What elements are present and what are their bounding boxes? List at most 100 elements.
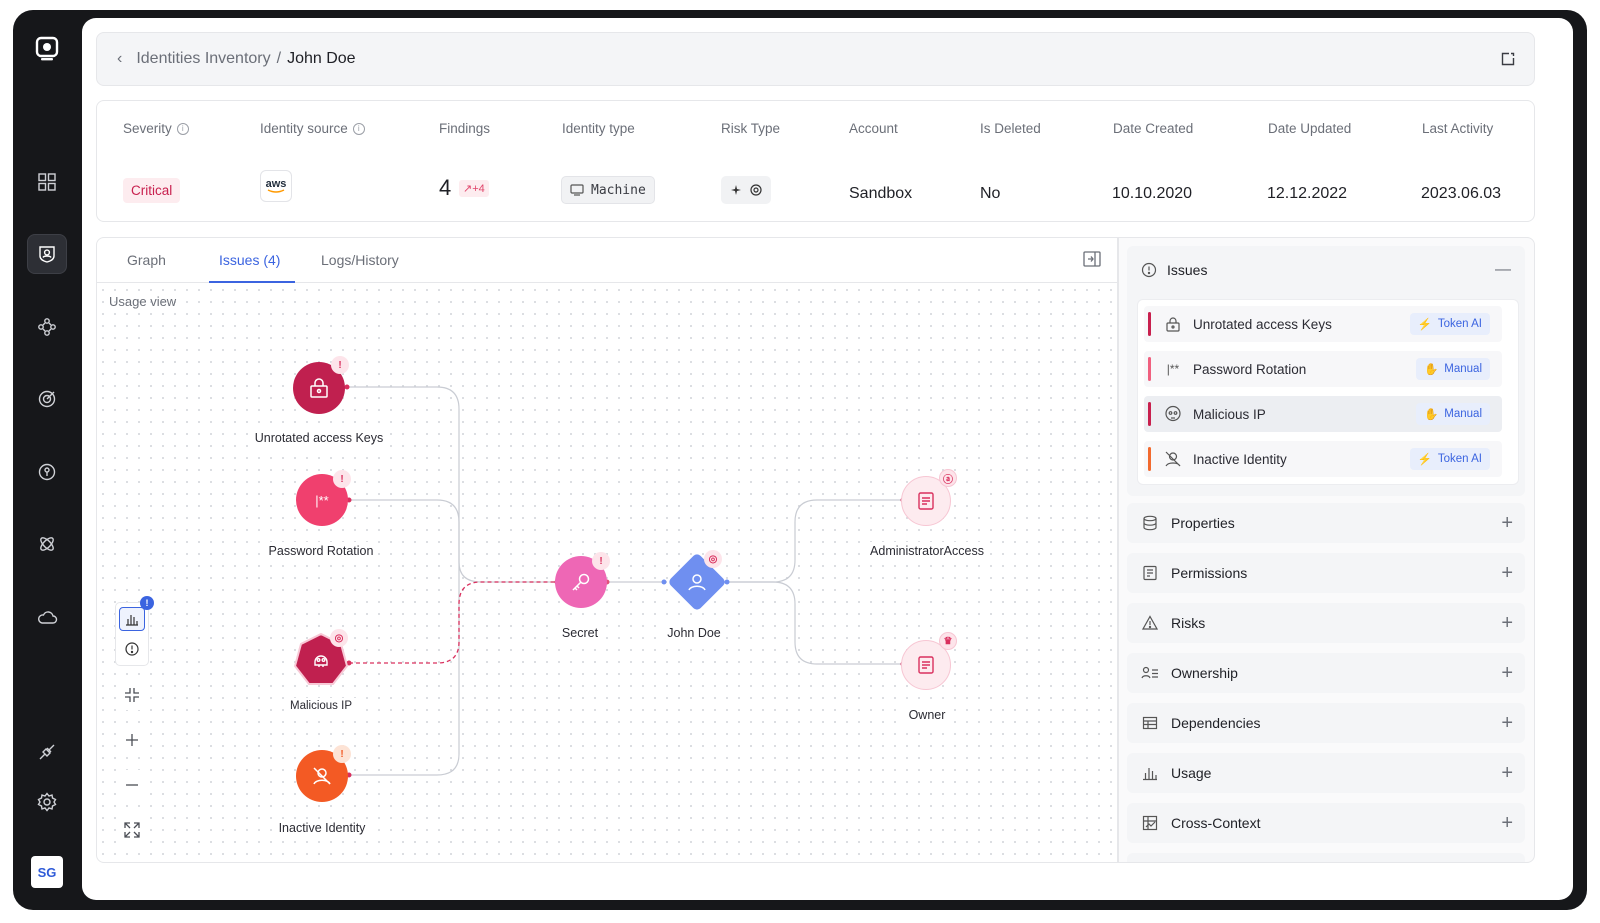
findings-delta-badge: ↗+4 bbox=[459, 180, 489, 197]
zoom-in-button[interactable] bbox=[117, 725, 147, 755]
breadcrumb-parent[interactable]: Identities Inventory bbox=[136, 50, 271, 67]
severity-badge: Critical bbox=[123, 178, 181, 203]
expand-plus-icon[interactable]: + bbox=[1501, 811, 1513, 834]
alert-badge-icon: ! bbox=[592, 552, 610, 570]
bar-chart-icon bbox=[1141, 765, 1159, 781]
breadcrumb-separator: / bbox=[276, 50, 282, 67]
sidebar-item-targets[interactable] bbox=[27, 379, 67, 419]
sidebar-item-cloud[interactable] bbox=[27, 597, 67, 637]
expand-plus-icon[interactable]: + bbox=[1501, 711, 1513, 734]
breadcrumb-current: John Doe bbox=[287, 50, 356, 67]
fit-view-button[interactable] bbox=[117, 680, 147, 710]
issue-row-password[interactable]: |** Password Rotation ✋ Manual bbox=[1144, 351, 1502, 387]
section-properties[interactable]: Properties + bbox=[1127, 503, 1525, 543]
edge-dot bbox=[724, 579, 730, 585]
sidebar-item-integrations[interactable] bbox=[27, 524, 67, 564]
lock-icon bbox=[310, 378, 328, 398]
bar-chart-icon bbox=[126, 615, 138, 626]
section-risks[interactable]: Risks + bbox=[1127, 603, 1525, 643]
collapse-section-icon[interactable]: — bbox=[1495, 261, 1511, 278]
issue-row-unrotated[interactable]: Unrotated access Keys ⚡ Token AI bbox=[1144, 306, 1502, 342]
policy-document-icon bbox=[918, 656, 934, 674]
cloud-icon bbox=[38, 611, 58, 624]
is-deleted-label: Is Deleted bbox=[980, 121, 1041, 136]
expand-plus-icon[interactable]: + bbox=[1501, 511, 1513, 534]
last-activity-value: 2023.06.03 bbox=[1421, 185, 1502, 202]
user-icon bbox=[688, 574, 706, 591]
user-avatar[interactable]: SG bbox=[31, 856, 63, 888]
node-label-inactive: Inactive Identity bbox=[274, 819, 370, 837]
issue-tag[interactable]: ✋ Manual bbox=[1415, 403, 1490, 425]
app-logo-icon[interactable] bbox=[35, 36, 59, 67]
expand-plus-icon[interactable]: + bbox=[1501, 611, 1513, 634]
identity-type-chip: Machine bbox=[561, 176, 655, 204]
last-activity-label: Last Activity bbox=[1422, 121, 1494, 136]
issue-row-inactive[interactable]: Inactive Identity ⚡ Token AI bbox=[1144, 441, 1502, 477]
issues-view-button[interactable] bbox=[119, 637, 145, 661]
graph-panel: Graph Issues (4) Logs/History Usage view bbox=[96, 237, 1118, 863]
password-icon: |** bbox=[1166, 362, 1180, 376]
expand-plus-icon[interactable]: + bbox=[1501, 761, 1513, 784]
issue-tag[interactable]: ⚡ Token AI bbox=[1409, 448, 1490, 470]
alert-circle-icon bbox=[1141, 262, 1157, 278]
graph-canvas[interactable]: Usage view ! Unrotated bbox=[97, 284, 1117, 862]
sidebar-item-graph[interactable] bbox=[27, 307, 67, 347]
plus-icon bbox=[126, 734, 138, 746]
severity-bar bbox=[1148, 447, 1151, 471]
issue-tag[interactable]: ✋ Manual bbox=[1415, 358, 1490, 380]
issues-section: Issues — Unrotated access Keys ⚡ Token AI… bbox=[1127, 246, 1525, 496]
expand-plus-icon[interactable]: + bbox=[1501, 661, 1513, 684]
alert-badge-icon: ! bbox=[331, 356, 349, 374]
node-malicious-ip[interactable] bbox=[293, 632, 349, 688]
skull-icon bbox=[1163, 405, 1183, 423]
monitor-icon bbox=[570, 184, 584, 196]
info-icon[interactable]: i bbox=[352, 122, 365, 135]
usage-view-button[interactable] bbox=[119, 607, 145, 631]
section-more[interactable] bbox=[1127, 853, 1525, 862]
findings-count: 4 bbox=[439, 175, 452, 200]
breadcrumb-bar: ‹ Identities Inventory / John Doe bbox=[96, 32, 1535, 86]
alert-badge-icon: ! bbox=[333, 745, 351, 763]
section-dependencies[interactable]: Dependencies + bbox=[1127, 703, 1525, 743]
issue-tag[interactable]: ⚡ Token AI bbox=[1409, 313, 1490, 335]
issues-list: Unrotated access Keys ⚡ Token AI |** Pass… bbox=[1137, 299, 1519, 485]
target-icon bbox=[750, 184, 762, 196]
tab-bar: Graph Issues (4) Logs/History bbox=[97, 238, 1117, 283]
fullscreen-button[interactable] bbox=[117, 815, 147, 845]
node-john-doe[interactable] bbox=[667, 552, 727, 612]
issues-header[interactable]: Issues bbox=[1141, 262, 1207, 278]
warning-icon bbox=[1141, 615, 1159, 631]
main-content: ‹ Identities Inventory / John Doe Severi… bbox=[82, 18, 1573, 900]
issue-row-malicious[interactable]: Malicious IP ✋ Manual bbox=[1144, 396, 1502, 432]
tab-graph[interactable]: Graph bbox=[127, 252, 166, 268]
is-deleted-value: No bbox=[980, 185, 1001, 202]
lock-icon bbox=[1163, 316, 1183, 332]
sidebar-item-settings[interactable] bbox=[27, 782, 67, 822]
date-updated-label: Date Updated bbox=[1268, 121, 1352, 136]
edge-inactive-secret bbox=[349, 582, 460, 776]
person-list-icon bbox=[1141, 665, 1159, 681]
chevron-left-icon[interactable]: ‹ bbox=[117, 50, 123, 67]
info-icon[interactable]: i bbox=[176, 122, 189, 135]
zoom-out-button[interactable] bbox=[117, 770, 147, 800]
section-ownership[interactable]: Ownership + bbox=[1127, 653, 1525, 693]
expand-plus-icon[interactable]: + bbox=[1501, 561, 1513, 584]
sidebar-item-identities[interactable] bbox=[27, 234, 67, 274]
node-label-password: Password Rotation bbox=[264, 542, 378, 560]
aws-logo-icon: aws bbox=[260, 170, 292, 202]
admin-badge-icon: ⓐ bbox=[939, 469, 957, 487]
risk-type-chips bbox=[721, 176, 771, 204]
open-external-icon[interactable] bbox=[1500, 51, 1516, 72]
sidebar-item-dashboard[interactable] bbox=[27, 162, 67, 202]
sidebar-item-plugins[interactable] bbox=[27, 732, 67, 772]
section-cross-context[interactable]: Cross-Context + bbox=[1127, 803, 1525, 843]
tab-logs-history[interactable]: Logs/History bbox=[321, 252, 399, 268]
section-usage[interactable]: Usage + bbox=[1127, 753, 1525, 793]
expand-icon bbox=[124, 822, 140, 838]
active-tab-indicator bbox=[209, 281, 295, 283]
section-permissions[interactable]: Permissions + bbox=[1127, 553, 1525, 593]
tab-issues[interactable]: Issues (4) bbox=[219, 252, 281, 268]
collapse-panel-icon[interactable] bbox=[1083, 251, 1101, 272]
sidebar-item-keys[interactable] bbox=[27, 452, 67, 492]
issues-title: Issues bbox=[1167, 262, 1208, 278]
